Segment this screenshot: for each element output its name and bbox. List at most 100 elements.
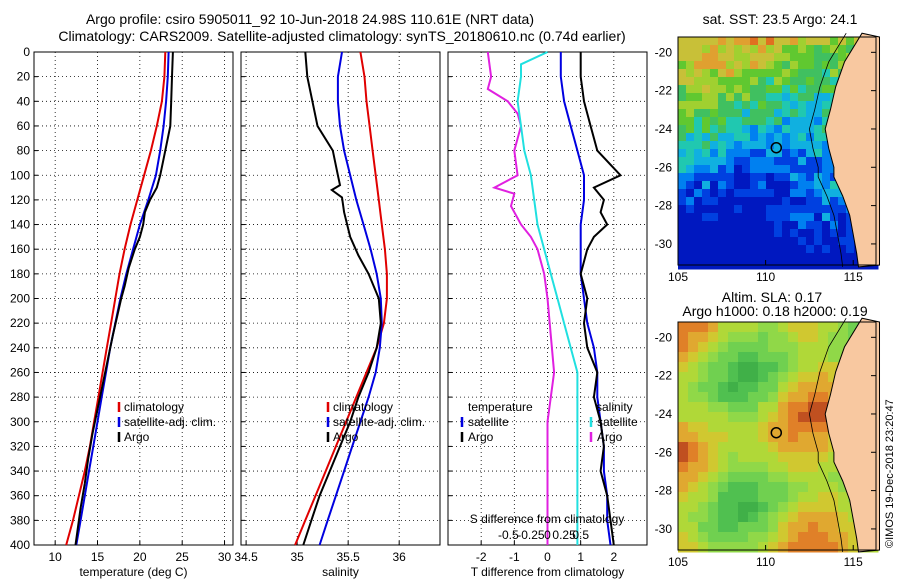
map-cell bbox=[688, 442, 699, 453]
map-cell bbox=[768, 472, 779, 483]
map-cell bbox=[708, 542, 719, 553]
map-cell bbox=[694, 133, 703, 142]
map-cell bbox=[758, 422, 769, 433]
top-tick-label: -0.25 bbox=[517, 528, 545, 542]
map-cell bbox=[798, 133, 807, 142]
map-cell bbox=[702, 157, 711, 166]
map-cell bbox=[718, 362, 729, 373]
map-cell bbox=[766, 125, 775, 134]
map-cell bbox=[758, 512, 769, 523]
map-cell bbox=[678, 53, 687, 62]
map-cell bbox=[718, 93, 727, 102]
map-cell bbox=[688, 372, 699, 383]
map-cell bbox=[728, 432, 739, 443]
map-cell bbox=[798, 245, 807, 254]
map-cell bbox=[814, 205, 823, 214]
map-cell bbox=[788, 512, 799, 523]
map-cell bbox=[768, 322, 779, 333]
map-cell bbox=[814, 101, 823, 110]
map-cell bbox=[728, 502, 739, 513]
map-cell bbox=[686, 109, 695, 118]
map-cell bbox=[822, 69, 831, 78]
map-cell bbox=[828, 512, 839, 523]
map-y-tick-label: -24 bbox=[655, 122, 673, 136]
map-cell bbox=[774, 189, 783, 198]
map-cell bbox=[818, 342, 829, 353]
map-cell bbox=[814, 37, 823, 46]
map-cell bbox=[808, 402, 819, 413]
map-cell bbox=[698, 502, 709, 513]
map-cell bbox=[782, 125, 791, 134]
map-field bbox=[678, 37, 879, 270]
map-cell bbox=[734, 85, 743, 94]
map-cell bbox=[678, 532, 689, 543]
map-cell bbox=[828, 352, 839, 363]
map-cell bbox=[806, 77, 815, 86]
map-cell bbox=[688, 482, 699, 493]
map-cell bbox=[742, 45, 751, 54]
map-cell bbox=[798, 69, 807, 78]
map-cell bbox=[790, 221, 799, 230]
map-cell bbox=[782, 197, 791, 206]
legend-label: climatology bbox=[124, 400, 184, 414]
map-cell bbox=[750, 197, 759, 206]
map-cell bbox=[766, 221, 775, 230]
map-cell bbox=[774, 45, 783, 54]
map-cell bbox=[778, 462, 789, 473]
map-cell bbox=[748, 432, 759, 443]
map-cell bbox=[758, 229, 767, 238]
map-cell bbox=[758, 342, 769, 353]
legend-label: Argo bbox=[597, 430, 623, 444]
map-cell bbox=[748, 332, 759, 343]
map-cell bbox=[790, 101, 799, 110]
map-cell bbox=[766, 253, 775, 262]
map-cell bbox=[710, 173, 719, 182]
map-cell bbox=[694, 69, 703, 78]
map-cell bbox=[758, 109, 767, 118]
map-cell bbox=[822, 37, 831, 46]
map-cell bbox=[838, 45, 847, 54]
map-cell bbox=[766, 165, 775, 174]
map-cell bbox=[806, 197, 815, 206]
map-cell bbox=[726, 37, 735, 46]
map-cell bbox=[738, 532, 749, 543]
map-cell bbox=[718, 197, 727, 206]
map-cell bbox=[828, 532, 839, 543]
y-tick-label: 280 bbox=[10, 390, 30, 404]
map-cell bbox=[718, 189, 727, 198]
map-cell bbox=[726, 77, 735, 86]
map-cell bbox=[686, 53, 695, 62]
map-cell bbox=[708, 402, 719, 413]
map-cell bbox=[742, 173, 751, 182]
map-cell bbox=[790, 117, 799, 126]
sla-map-title-line2: Argo h1000: 0.18 h2000: 0.19 bbox=[682, 303, 867, 319]
map-cell bbox=[686, 85, 695, 94]
map-cell bbox=[822, 149, 831, 158]
map-cell bbox=[758, 522, 769, 533]
x-tick-label: 20 bbox=[133, 550, 147, 564]
map-cell bbox=[798, 462, 809, 473]
sla-map: Altim. SLA: 0.17 Argo h1000: 0.18 h2000:… bbox=[655, 289, 881, 569]
map-x-tick-label: 115 bbox=[844, 270, 863, 284]
map-cell bbox=[748, 322, 759, 333]
map-cell bbox=[766, 189, 775, 198]
map-cell bbox=[694, 101, 703, 110]
map-cell bbox=[788, 432, 799, 443]
map-cell bbox=[798, 181, 807, 190]
map-cell bbox=[774, 197, 783, 206]
map-cell bbox=[790, 45, 799, 54]
map-cell bbox=[686, 93, 695, 102]
map-cell bbox=[798, 452, 809, 463]
map-cell bbox=[710, 53, 719, 62]
map-cell bbox=[838, 37, 847, 46]
map-cell bbox=[758, 85, 767, 94]
map-cell bbox=[708, 372, 719, 383]
map-cell bbox=[738, 502, 749, 513]
map-cell bbox=[718, 432, 729, 443]
map-cell bbox=[710, 101, 719, 110]
map-cell bbox=[822, 141, 831, 150]
map-cell bbox=[758, 532, 769, 543]
map-cell bbox=[718, 253, 727, 262]
map-cell bbox=[702, 93, 711, 102]
map-cell bbox=[738, 462, 749, 473]
